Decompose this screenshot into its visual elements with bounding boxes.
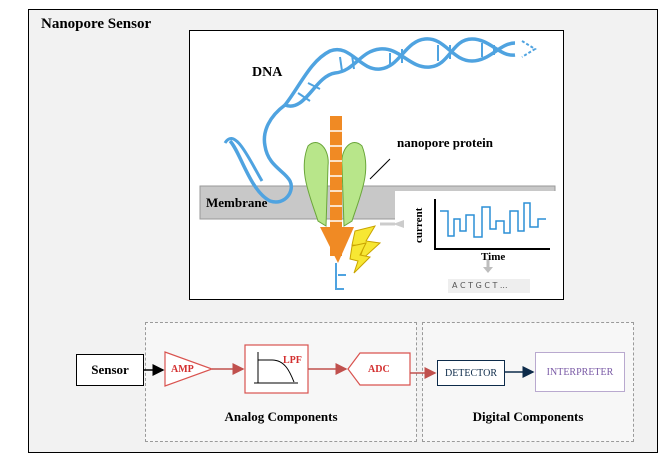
nanopore-illustration: DNA nanopore protein Membrane current Ti… <box>189 30 564 300</box>
membrane-label: Membrane <box>206 195 268 210</box>
nanopore-drawing <box>199 37 560 296</box>
dna-rungs <box>297 43 495 102</box>
interpreter-block: INTERPRETER <box>535 352 625 392</box>
lpf-icon <box>254 352 298 384</box>
time-axis-label: Time <box>481 251 506 263</box>
sensor-block: Sensor <box>76 354 144 386</box>
amp-label: AMP <box>171 364 194 375</box>
strand-marks <box>330 130 342 237</box>
sequence-label: A C T G C T ... <box>452 281 508 290</box>
protein-left <box>303 142 329 227</box>
amp-block <box>164 351 214 387</box>
dna-end <box>521 40 537 58</box>
protein-label: nanopore protein <box>397 135 493 150</box>
dna-label: DNA <box>252 65 283 80</box>
analog-caption: Analog Components <box>224 409 338 424</box>
exit-strand <box>335 263 344 290</box>
lpf-label: LPF <box>283 355 302 366</box>
protein-right <box>341 142 367 227</box>
page-title: Nanopore Sensor <box>41 16 152 32</box>
protein-leader <box>369 158 391 180</box>
adc-label: ADC <box>368 364 390 375</box>
detector-block: DETECTOR <box>437 360 505 386</box>
adc-block <box>347 352 411 386</box>
signal-axes <box>434 199 550 250</box>
sequence-box <box>448 279 530 293</box>
current-trace <box>440 202 546 238</box>
digital-caption: Digital Components <box>472 409 584 424</box>
down-arrow <box>483 267 493 273</box>
panel-arrow <box>393 220 404 228</box>
pore-funnel <box>320 227 354 263</box>
signal-panel <box>395 191 560 296</box>
lpf-block <box>244 344 309 394</box>
dna-helix <box>223 37 516 204</box>
